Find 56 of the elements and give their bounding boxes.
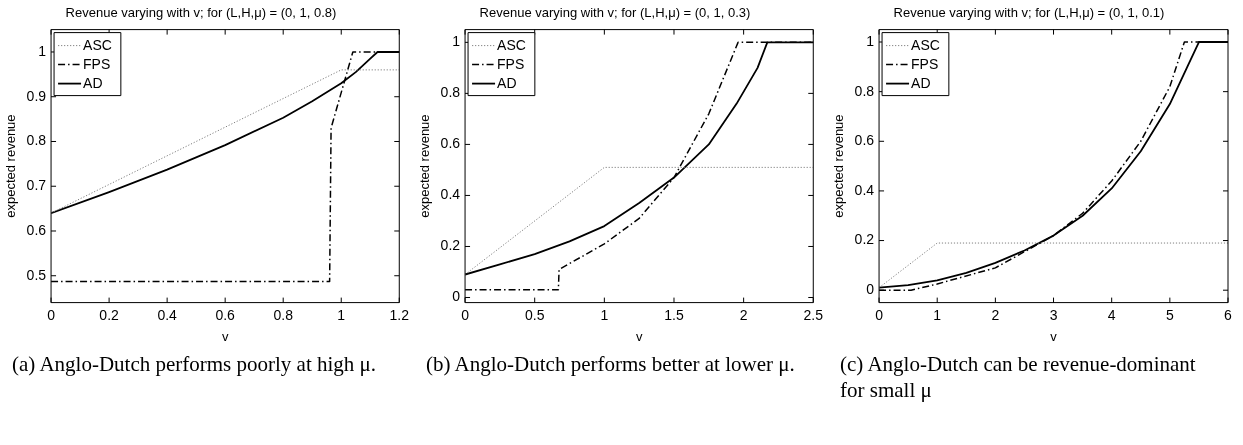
y-tick-label: 0.8 bbox=[26, 132, 47, 149]
x-tick-label: 4 bbox=[1107, 306, 1116, 323]
text: (b) Anglo-Dutch performs better at lower μ. bbox=[426, 351, 796, 377]
x-tick-label: 2 bbox=[739, 306, 748, 323]
y-axis-title: expected revenue bbox=[417, 114, 433, 218]
y-tick-label: 0.8 bbox=[854, 82, 875, 99]
x-tick-label: 5 bbox=[1165, 306, 1174, 323]
x-tick-label: 0.6 bbox=[215, 306, 236, 323]
x-axis-title: v bbox=[1050, 328, 1058, 344]
legend-label: ASC bbox=[497, 37, 526, 54]
chart-title: Revenue varying with v; for (L,H,μ) = (0, 1, 0.1) bbox=[893, 5, 1165, 21]
y-tick-label: 1 bbox=[38, 42, 47, 59]
x-tick-label: 1 bbox=[600, 306, 609, 323]
x-tick-label: 1.2 bbox=[389, 306, 410, 323]
x-tick-label: 0.2 bbox=[99, 306, 120, 323]
x-tick-label: 6 bbox=[1224, 306, 1233, 323]
y-tick-label: 0.6 bbox=[440, 135, 461, 152]
x-tick-label: 0.4 bbox=[157, 306, 178, 323]
legend-label: FPS bbox=[497, 56, 525, 73]
x-tick-label: 3 bbox=[1049, 306, 1058, 323]
y-axis-title: expected revenue bbox=[831, 114, 847, 218]
text: (a) Anglo-Dutch performs poorly at high μ. bbox=[12, 351, 378, 377]
y-tick-label: 0.7 bbox=[26, 177, 47, 194]
legend-label: AD bbox=[83, 75, 103, 92]
y-tick-label: 1 bbox=[452, 33, 461, 50]
y-tick-label: 1 bbox=[866, 32, 875, 49]
x-tick-label: 1 bbox=[337, 306, 346, 323]
y-tick-label: 0.9 bbox=[26, 87, 47, 104]
x-axis-title: v bbox=[635, 328, 643, 344]
y-tick-label: 0.2 bbox=[854, 231, 875, 248]
y-tick-label: 0.4 bbox=[440, 186, 461, 203]
chart-title: Revenue varying with v; for (L,H,μ) = (0, 1, 0.3) bbox=[479, 5, 751, 21]
text: (c) Anglo-Dutch can be revenue-dominant for small μ bbox=[840, 351, 1197, 403]
x-tick-label: 1.5 bbox=[664, 306, 684, 323]
x-tick-label: 0.5 bbox=[524, 306, 545, 323]
x-tick-label: 1 bbox=[933, 306, 942, 323]
legend-label: ASC bbox=[83, 37, 112, 54]
y-tick-label: 0.8 bbox=[440, 84, 461, 101]
y-axis-title: expected revenue bbox=[3, 114, 19, 218]
x-axis-title: v bbox=[221, 328, 229, 344]
y-tick-label: 0.5 bbox=[26, 266, 47, 283]
legend-label: AD bbox=[497, 75, 517, 92]
y-tick-label: 0.6 bbox=[854, 132, 875, 149]
y-tick-label: 0.2 bbox=[440, 237, 461, 254]
y-tick-label: 0.4 bbox=[854, 181, 875, 198]
x-tick-label: 0.8 bbox=[273, 306, 294, 323]
x-tick-label: 2.5 bbox=[803, 306, 824, 323]
y-tick-label: 0.6 bbox=[26, 221, 47, 238]
legend-label: FPS bbox=[83, 56, 111, 73]
x-tick-label: 2 bbox=[991, 306, 1000, 323]
legend-label: ASC bbox=[911, 37, 940, 54]
chart-title: Revenue varying with v; for (L,H,μ) = (0, 1, 0.8) bbox=[65, 5, 337, 21]
y-tick-label: 0 bbox=[452, 288, 461, 305]
y-tick-label: 0 bbox=[866, 281, 875, 298]
legend-label: FPS bbox=[911, 56, 939, 73]
legend-label: AD bbox=[911, 75, 931, 92]
